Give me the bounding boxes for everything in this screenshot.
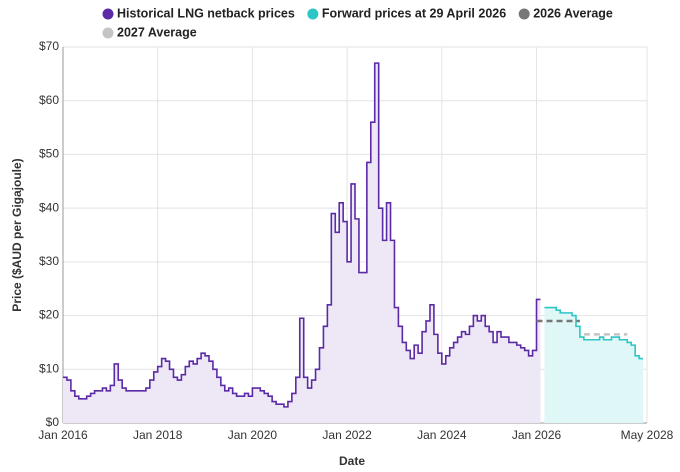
y-tick-label: $30 [39,254,59,268]
legend-label: 2026 Average [533,6,613,20]
legend-label: Forward prices at 29 April 2026 [322,6,506,20]
legend-label: Historical LNG netback prices [117,6,295,20]
area [544,307,644,423]
y-tick-label: $60 [39,93,59,107]
y-axis-title: Price ($AUD per Gigajoule) [10,158,24,311]
x-axis-title: Date [339,454,365,468]
legend-marker [102,27,114,39]
x-tick-label: Jan 2020 [228,428,278,442]
x-tick-label: Jan 2022 [322,428,372,442]
y-tick-label: $10 [39,361,59,375]
x-tick-label: Jan 2018 [133,428,183,442]
line [544,306,644,360]
legend-label: 2027 Average [117,25,197,39]
y-tick-label: $0 [46,415,60,429]
line [63,62,541,408]
x-tick-label: Jan 2026 [512,428,562,442]
x-tick-label: May 2028 [621,428,674,442]
legend-marker [102,8,114,20]
legend-marker [307,8,319,20]
x-tick-label: Jan 2024 [417,428,467,442]
x-tick-label: Jan 2016 [38,428,88,442]
y-tick-label: $40 [39,200,59,214]
y-tick-label: $50 [39,147,59,161]
y-tick-label: $20 [39,308,59,322]
y-tick-label: $70 [39,39,59,53]
legend-marker [518,8,530,20]
